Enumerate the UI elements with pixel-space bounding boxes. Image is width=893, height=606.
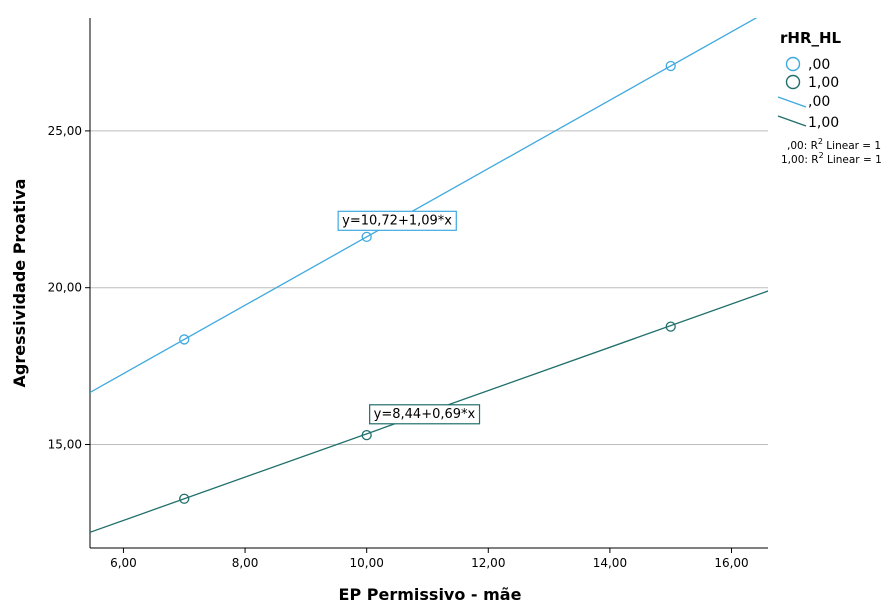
legend-marker-100-icon [785, 74, 801, 90]
legend-line-00-icon [777, 96, 807, 108]
axes [85, 18, 768, 553]
data-point-100 [179, 493, 190, 504]
x-tick-label: 6,00 [110, 556, 137, 570]
data-point-100 [665, 321, 676, 332]
y-tick-labels: 15,00 20,00 25,00 [48, 124, 82, 452]
equation-text-00: y=10,72+1,09*x [342, 213, 452, 228]
y-tick-label: 25,00 [48, 124, 82, 138]
legend: rHR_HL ,00 1,00 ,00 1,00 ,00: R2 Linear … [777, 29, 882, 166]
data-point-00 [361, 231, 372, 243]
data-point-00 [179, 334, 190, 345]
x-tick-label: 16,00 [714, 556, 748, 570]
x-tick-labels: 6,00 8,00 10,00 12,00 14,00 16,00 [110, 556, 749, 570]
equation-box-100 [369, 404, 481, 425]
y-tick-label: 15,00 [48, 438, 82, 452]
legend-line-100-icon [777, 115, 807, 127]
fit-lines [90, 18, 768, 533]
equation-text-100: y=8,44+0,69*x [374, 407, 476, 422]
gridlines [90, 130, 768, 446]
equation-label-00: y=10,72+1,09*x [337, 210, 457, 231]
legend-marker-00-icon [785, 56, 801, 72]
x-tick-label: 12,00 [471, 556, 505, 570]
fit-line-00 [90, 18, 758, 394]
y-axis-title: Agressividade Proativa [10, 179, 29, 388]
x-tick-label: 14,00 [593, 556, 627, 570]
legend-label-line-00: ,00 [808, 94, 830, 110]
y-tick-label: 20,00 [48, 281, 82, 295]
data-points [179, 60, 676, 504]
x-tick-label: 8,00 [232, 556, 259, 570]
data-point-100 [361, 429, 372, 441]
equation-box-00 [337, 210, 457, 231]
legend-label-point-00: ,00 [808, 57, 830, 73]
legend-label-point-100: 1,00 [808, 75, 839, 91]
legend-note-00: ,00: R2 Linear = 1 [787, 137, 881, 152]
data-point-00 [665, 60, 676, 72]
legend-title: rHR_HL [780, 29, 842, 47]
equation-label-100: y=8,44+0,69*x [369, 404, 481, 425]
equation-labels: y=10,72+1,09*x y=8,44+0,69*x [337, 210, 481, 425]
x-tick-label: 10,00 [349, 556, 383, 570]
legend-note-100: 1,00: R2 Linear = 1 [781, 151, 882, 166]
x-axis-title: EP Permissivo - mãe [339, 585, 522, 604]
legend-label-line-100: 1,00 [808, 115, 839, 131]
